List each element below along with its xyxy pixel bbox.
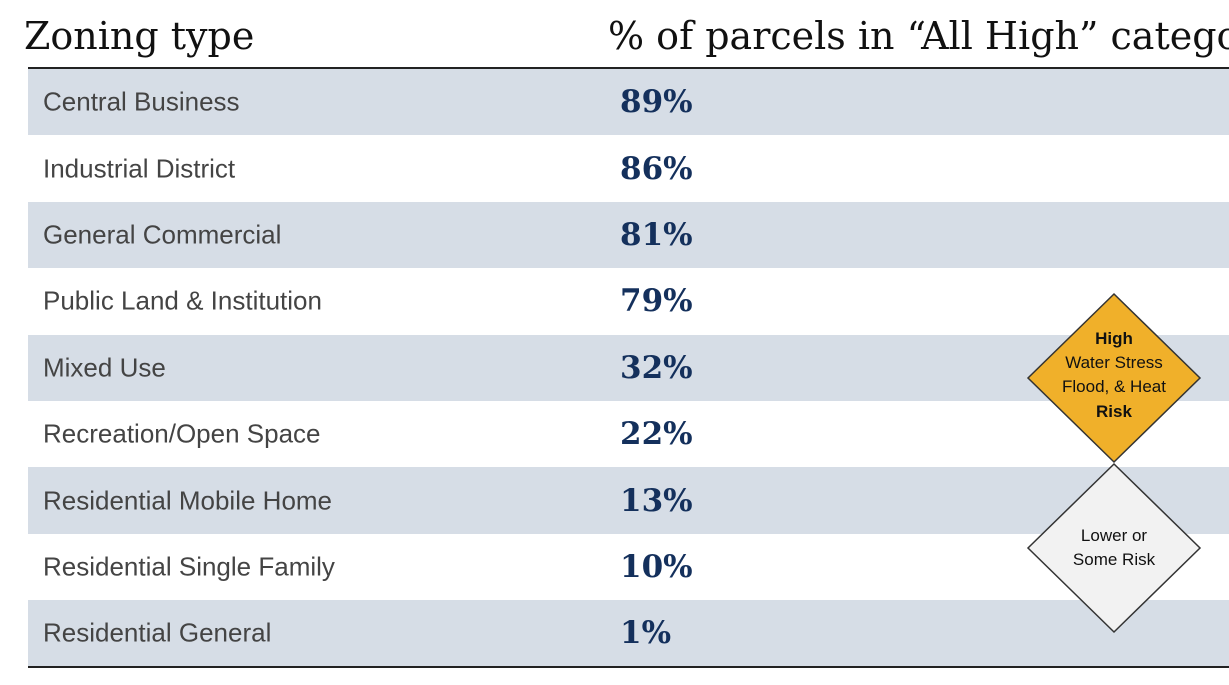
table-row: Industrial District 86% bbox=[28, 135, 1229, 202]
zoning-type-header: Zoning type bbox=[24, 14, 255, 58]
table-row: Residential Mobile Home 13% bbox=[28, 467, 1229, 534]
percent-value-cell: 81% bbox=[620, 216, 693, 253]
percent-value-cell: 22% bbox=[620, 416, 693, 453]
zoning-type-cell: Central Business bbox=[43, 86, 240, 117]
legend-diamonds bbox=[1026, 292, 1202, 634]
percent-value-cell: 32% bbox=[620, 349, 693, 386]
high-risk-label-line2: Water Stress bbox=[1065, 353, 1163, 372]
high-risk-label-title: High bbox=[1095, 329, 1133, 348]
percent-value-cell: 79% bbox=[620, 283, 693, 320]
zoning-type-cell: General Commercial bbox=[43, 219, 282, 250]
high-risk-label-line3: Flood, & Heat bbox=[1062, 377, 1166, 396]
zoning-type-cell: Recreation/Open Space bbox=[43, 418, 321, 449]
lower-risk-label-line2: Some Risk bbox=[1072, 550, 1156, 569]
zoning-table: Central Business 89% Industrial District 86… bbox=[28, 69, 1229, 667]
lower-risk-label-line1: Lower or bbox=[1080, 526, 1148, 545]
lower-risk-diamond bbox=[1026, 462, 1202, 634]
risk-legend: High Water Stress Flood, & Heat Risk Low… bbox=[1026, 292, 1202, 634]
percent-value-cell: 89% bbox=[620, 84, 693, 121]
percent-value-cell: 1% bbox=[620, 615, 672, 652]
zoning-type-cell: Residential General bbox=[43, 617, 272, 648]
percent-value-cell: 13% bbox=[620, 482, 693, 519]
header-rule bbox=[28, 67, 1229, 69]
percent-value-cell: 10% bbox=[620, 548, 693, 585]
percent-value-cell: 86% bbox=[620, 150, 693, 187]
bottom-rule bbox=[28, 666, 1229, 668]
table-row: Central Business 89% bbox=[28, 69, 1229, 136]
zoning-type-cell: Industrial District bbox=[43, 153, 236, 184]
table-header: Zoning type % of parcels in “All High” c… bbox=[0, 0, 1229, 68]
percent-header: % of parcels in “All High” category bbox=[608, 14, 1229, 58]
table-row: Mixed Use 32% bbox=[28, 334, 1229, 401]
table-row: General Commercial 81% bbox=[28, 201, 1229, 269]
table-row: Residential General 1% bbox=[28, 600, 1229, 667]
table-row: Residential Single Family 10% bbox=[28, 533, 1229, 601]
table-row: Public Land & Institution 79% bbox=[28, 268, 1229, 335]
zoning-type-cell: Public Land & Institution bbox=[43, 285, 322, 316]
high-risk-label-risk: Risk bbox=[1096, 402, 1132, 421]
table-row: Recreation/Open Space 22% bbox=[28, 400, 1229, 468]
zoning-type-cell: Mixed Use bbox=[43, 352, 166, 383]
zoning-type-cell: Residential Mobile Home bbox=[43, 485, 333, 516]
zoning-type-cell: Residential Single Family bbox=[43, 551, 335, 582]
high-risk-diamond bbox=[1026, 292, 1202, 464]
